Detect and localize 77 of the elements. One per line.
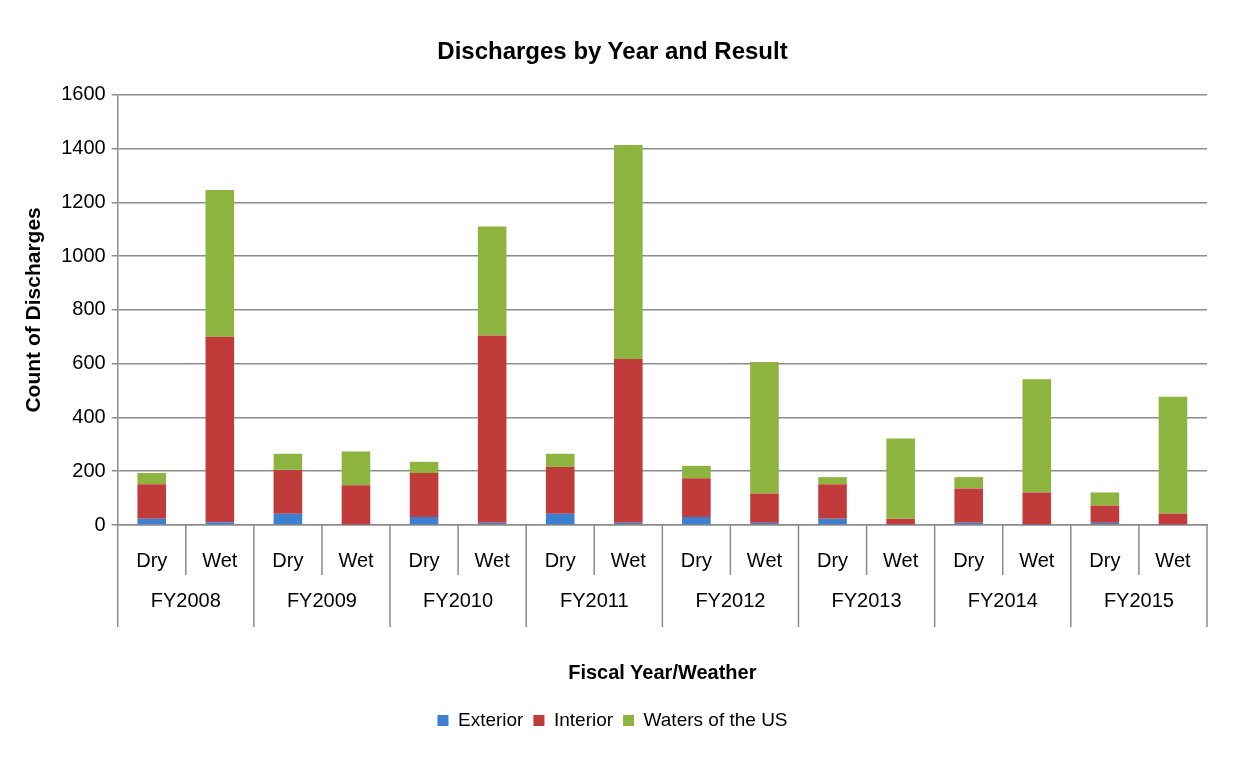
bar (750, 362, 779, 494)
bar (750, 493, 779, 523)
x-tick-label: Dry (953, 548, 985, 571)
x-tick-label: Wet (474, 548, 511, 571)
x-tick-label: Dry (408, 548, 440, 571)
text: FY2014 (967, 588, 1038, 611)
text: FY2008 (150, 588, 221, 611)
bar (409, 473, 439, 517)
bar (954, 488, 984, 523)
y-tick-label: 1600 (61, 82, 106, 105)
bar (1158, 513, 1188, 525)
y-tick-label: 400 (72, 404, 106, 427)
bar (954, 477, 984, 489)
bar (477, 226, 507, 336)
bar (205, 336, 235, 523)
chart-title: Discharges by Year and Result (437, 37, 788, 65)
text: FY2012 (695, 588, 766, 611)
bar (818, 484, 847, 519)
bar (273, 469, 303, 514)
bar (818, 518, 847, 525)
bar (545, 466, 575, 514)
bar (409, 461, 439, 474)
text: FY2011 (559, 588, 629, 611)
bar (886, 518, 915, 525)
bar (614, 145, 643, 360)
x-tick-label: Wet (202, 548, 238, 571)
y-tick-label: 1200 (61, 189, 106, 212)
x-tick-label: Dry (272, 548, 304, 571)
x-tick-label: Wet (746, 548, 783, 571)
bar (137, 473, 167, 485)
bar (886, 438, 915, 519)
bar (137, 484, 167, 519)
bar (545, 513, 575, 525)
text: FY2009 (286, 588, 357, 611)
legend-label: Exterior (457, 708, 525, 730)
bar (477, 335, 507, 523)
bar (1022, 492, 1052, 525)
bar (1090, 492, 1120, 506)
bar (818, 477, 847, 485)
bar (205, 189, 235, 337)
y-tick-label: 1000 (61, 243, 106, 266)
x-tick-label: Wet (1019, 548, 1055, 571)
legend-label: Interior (553, 708, 614, 730)
bar (1158, 396, 1188, 514)
x-tick-label: Wet (1155, 548, 1191, 571)
x-tick-label: Wet (610, 548, 647, 571)
text: FY2010 (423, 588, 494, 611)
legend-label: Waters of the US (643, 708, 788, 730)
x-tick-label: Wet (338, 548, 375, 571)
bar (341, 485, 371, 525)
x-tick-label: Dry (544, 548, 576, 571)
y-tick-label: 0 (94, 512, 106, 535)
bar (682, 516, 711, 525)
text: FY2015 (1103, 588, 1174, 611)
x-tick-label: Dry (1089, 548, 1121, 571)
bar (409, 516, 439, 525)
x-tick-label: Dry (817, 548, 849, 571)
x-tick-label: Dry (136, 548, 168, 571)
y-tick-label: 200 (72, 458, 106, 481)
y-axis-title: Count of Discharges (21, 207, 45, 413)
y-tick-label: 1400 (61, 136, 106, 159)
bar (545, 453, 575, 467)
bar (682, 478, 711, 517)
bar (1022, 379, 1052, 493)
x-axis-title: Fiscal Year/Weather (568, 660, 757, 683)
x-tick-label: Wet (883, 548, 919, 571)
bar (273, 513, 303, 525)
bar (137, 518, 167, 525)
y-tick-label: 800 (72, 297, 106, 320)
text: FY2013 (831, 588, 902, 611)
bar (1090, 505, 1120, 523)
bar (682, 465, 711, 479)
x-tick-label: Dry (680, 548, 712, 571)
bar (273, 453, 303, 470)
bar (341, 451, 371, 486)
y-tick-label: 600 (72, 351, 106, 374)
bar (614, 359, 643, 523)
